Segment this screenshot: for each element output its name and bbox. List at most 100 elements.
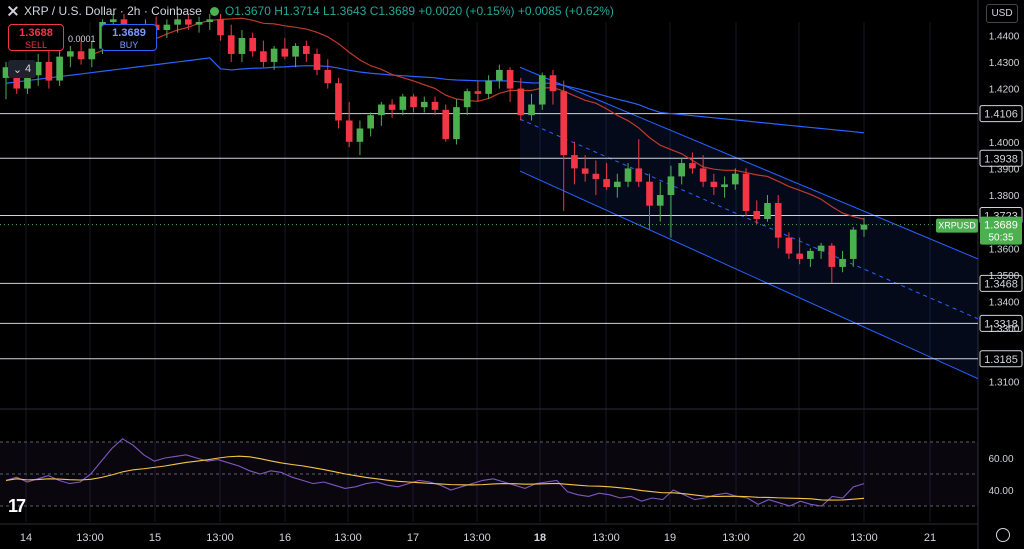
chart-header: XRP / U.S. Dollar · 2h · Coinbase O1.367… [8,3,614,19]
x-axis-label: 13:00 [334,532,362,544]
candle-body [356,128,364,142]
candle [517,77,525,121]
buy-label: BUY [119,40,139,50]
candle-body [378,104,385,116]
indicators-toggle[interactable]: ⌄ 4 [8,60,36,78]
symbol-tag-label: XRPUSD [938,221,976,231]
candle-body [807,250,814,259]
candle [335,77,342,129]
x-axis-label: 13:00 [722,532,750,544]
level-tag-label: 1.3318 [984,318,1018,330]
candle [699,155,707,188]
candle [227,24,235,62]
candle-body [24,75,31,89]
channel-lower-line [519,170,979,380]
candle-body [67,51,74,57]
candle [646,173,653,230]
candle [367,112,374,137]
candle [796,237,803,265]
candle [592,160,600,196]
currency-button[interactable]: USD [986,4,1018,23]
price-tick-label: 1.3100 [989,377,1020,388]
ohlc-close: C1.3689 [369,4,416,18]
market-status-icon [209,6,219,16]
x-axis-label: 18 [534,532,546,544]
candle-body [281,48,289,57]
candle [378,101,385,126]
spread-value: 0.0001 [68,34,96,44]
candle [839,250,846,273]
candle [560,80,568,212]
candle [313,48,321,76]
candle-body [785,237,793,254]
candle-body [195,22,203,25]
sell-button[interactable]: 1.3688 SELL [8,24,64,51]
candle-body [742,173,750,212]
candle-body [88,48,96,60]
price-tick-label: 1.3400 [989,298,1020,309]
candle-body [635,168,643,182]
candle-body [345,120,353,142]
candle-body [721,184,728,188]
x-axis-label: 16 [279,532,291,544]
close-icon[interactable] [8,6,18,16]
candle [474,80,482,102]
ohlc-change: +0.0020 (+0.15%) [418,4,515,18]
candle [656,181,664,222]
x-axis-label: 19 [664,532,676,544]
candle [549,69,557,105]
candle-body [506,69,514,89]
candle-body [431,101,439,110]
candle [603,163,610,190]
candle-body [699,168,707,182]
level-tag [979,149,1023,167]
candle-body [77,51,85,60]
rsi-ma-line [5,455,865,501]
candle-body [34,61,42,76]
candle-body [270,48,278,62]
candle [753,200,761,225]
candle-body [689,163,696,169]
price-tick-label: 1.4000 [989,138,1020,149]
candle-body [485,80,492,94]
candle-body [646,181,653,206]
candle [270,45,278,70]
ohlc-low: L1.3643 [322,4,367,18]
sell-price: 1.3688 [19,27,53,39]
moving-average-blue [5,57,865,134]
candle-body [678,163,685,177]
candle-body [656,195,664,206]
buy-button[interactable]: 1.3689 BUY [101,24,157,51]
level-tag [979,105,1023,123]
candle [302,40,310,62]
candle [260,40,267,68]
candle [538,72,546,110]
candle-body [517,88,525,116]
candle-body [624,168,632,182]
indicators-count: 4 [25,63,32,75]
candle [249,32,256,57]
candle-body [774,203,782,238]
chevron-down-icon: ⌄ [12,63,23,76]
candle-body [453,107,460,140]
candle [721,176,728,198]
symbol-title[interactable]: XRP / U.S. Dollar · 2h · Coinbase [24,4,202,18]
candle [2,61,10,100]
candle [356,120,364,156]
candle-body [45,61,53,81]
price-tick-label: 1.3800 [989,191,1020,202]
candle-body [614,181,621,188]
candle-body [603,179,610,188]
x-axis-label: 14 [20,532,32,544]
regression-channel-fill [520,67,978,379]
candle [624,163,632,188]
buy-price: 1.3689 [112,27,146,39]
candle-body [538,75,546,105]
candle-body [56,56,63,81]
symbol-tag [936,218,978,233]
candle-body [238,37,246,54]
gear-icon[interactable] [996,528,1010,542]
candle [442,104,450,142]
candle [860,217,868,237]
